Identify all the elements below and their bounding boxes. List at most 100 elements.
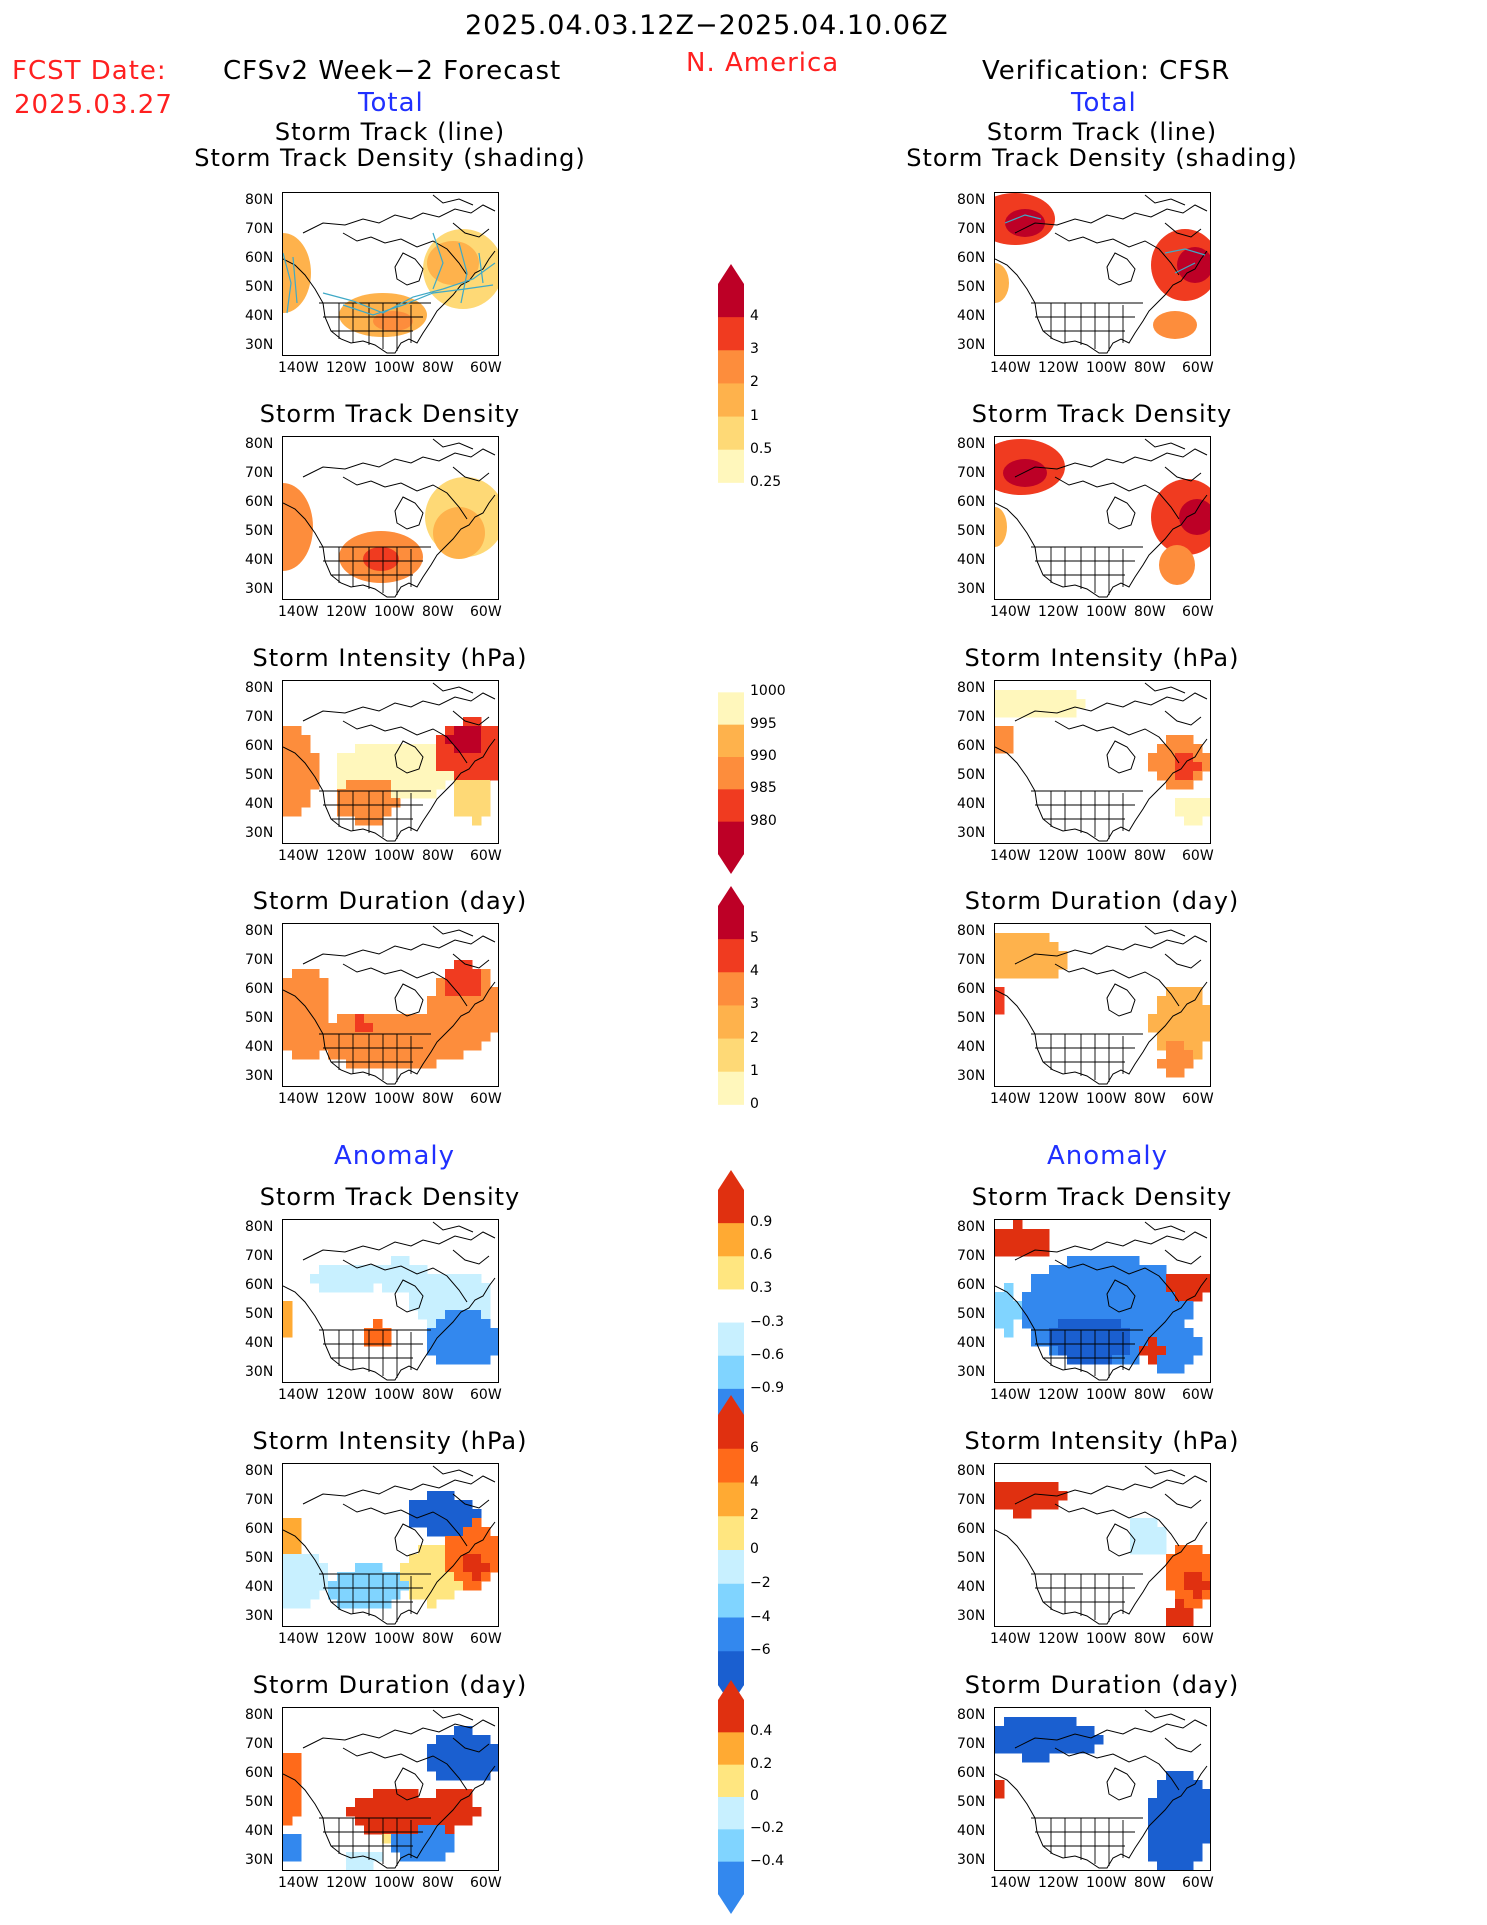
- shading-cell: [481, 1014, 491, 1024]
- shading-cell: [292, 1789, 302, 1799]
- shading-cell: [400, 1283, 410, 1293]
- lat-tick-label: 80N: [245, 1463, 274, 1479]
- lon-tick-label: 80W: [1134, 1875, 1166, 1891]
- shading-cell: [310, 1563, 320, 1573]
- lon-tick-label: 120W: [326, 848, 367, 864]
- shading-cell: [409, 789, 419, 799]
- shading-cell: [1058, 1717, 1068, 1727]
- shading-cell: [463, 1509, 473, 1519]
- shading-cell: [292, 1527, 302, 1537]
- shading-cell: [1004, 942, 1014, 952]
- shading-cell: [1175, 1292, 1185, 1302]
- colorbar-tick-label: 4: [750, 1473, 759, 1490]
- shading-cell: [1166, 1816, 1176, 1826]
- shading-cell: [1121, 1310, 1131, 1320]
- lon-tick-label: 100W: [1086, 848, 1127, 864]
- shading-cell: [409, 1825, 419, 1835]
- shading-cell: [1067, 699, 1077, 709]
- shading-cell: [1175, 1780, 1185, 1790]
- lat-tick-label: 50N: [245, 1550, 274, 1566]
- shading-cell: [995, 744, 1005, 754]
- shading-cell: [463, 762, 473, 772]
- shading-cell: [301, 969, 311, 979]
- shading-cell: [1022, 933, 1032, 943]
- shading-cell: [346, 1032, 356, 1042]
- shading-cell: [454, 996, 464, 1006]
- shading-cell: [1166, 1032, 1176, 1042]
- shading-cell: [310, 771, 320, 781]
- shading-cell: [1076, 1319, 1086, 1329]
- shading-cell: [373, 807, 383, 817]
- shading-cell: [427, 753, 437, 763]
- shading-cell: [1166, 987, 1176, 997]
- shading-cell: [1040, 690, 1050, 700]
- shading-cell: [445, 1023, 455, 1033]
- colorbar-top-arrow: [718, 640, 744, 660]
- colorbar-segment: [718, 482, 744, 517]
- shading-cell: [1058, 690, 1068, 700]
- shading-cell: [355, 816, 365, 826]
- shading-cell: [1157, 1852, 1167, 1862]
- shading-cell: [436, 1014, 446, 1024]
- shading-cell: [1184, 1590, 1194, 1600]
- shading-cell: [436, 753, 446, 763]
- lat-tick-label: 70N: [245, 1736, 274, 1752]
- shading-cell: [1004, 951, 1014, 961]
- shading-cell: [1076, 1292, 1086, 1302]
- shading-cell: [445, 1328, 455, 1338]
- shading-cell: [409, 1798, 419, 1808]
- shading-cell: [1121, 1283, 1131, 1293]
- shading-cell: [1184, 1310, 1194, 1320]
- colorbar-tick-label: 1: [750, 407, 759, 424]
- shading-cell: [409, 1032, 419, 1042]
- shading-cell: [337, 762, 347, 772]
- shading-cell: [1157, 1834, 1167, 1844]
- shading-cell: [1067, 1283, 1077, 1293]
- total-label-right: Total: [1071, 88, 1137, 118]
- shading-cell: [1175, 996, 1185, 1006]
- shading-cell: [1175, 1355, 1185, 1365]
- shading-cell: [1112, 1274, 1122, 1284]
- lat-tick-label: 80N: [957, 680, 986, 696]
- lat-tick-label: 70N: [957, 465, 986, 481]
- map-frame: [282, 680, 499, 844]
- shading-cell: [1139, 1346, 1149, 1356]
- shading-cell: [346, 780, 356, 790]
- shading-cell: [400, 1041, 410, 1051]
- shading-cell: [490, 1744, 498, 1754]
- shading-cell: [328, 1572, 338, 1582]
- shading-cell: [283, 753, 293, 763]
- shading-cell: [472, 1023, 482, 1033]
- shading-cell: [346, 1590, 356, 1600]
- panel-subtitle: Storm Track Density (shading): [906, 144, 1298, 172]
- lon-tick-label: 100W: [374, 848, 415, 864]
- shading-cell: [490, 996, 498, 1006]
- shading-cell: [1202, 1014, 1210, 1024]
- shading-cell: [472, 1005, 482, 1015]
- shading-cell: [1013, 960, 1023, 970]
- shading-cell: [1202, 1807, 1210, 1817]
- shading-cell: [427, 1834, 437, 1844]
- shading-cell: [1175, 1283, 1185, 1293]
- shading-cell: [463, 969, 473, 979]
- shading-cell: [382, 1590, 392, 1600]
- shading-cell: [1148, 1346, 1158, 1356]
- shading-cell: [1193, 1014, 1203, 1024]
- shading-cell: [346, 1563, 356, 1573]
- shading-cell: [346, 771, 356, 781]
- colorbar-tick-label: 990: [750, 748, 777, 764]
- shading-cell: [355, 1283, 365, 1293]
- shading-cell: [346, 1041, 356, 1051]
- shading-cell: [382, 1032, 392, 1042]
- shading-cell: [1022, 1726, 1032, 1736]
- shading-cell: [337, 1563, 347, 1573]
- colorbar-segment: [718, 284, 744, 318]
- colorbar-tick-label: 2: [750, 1507, 759, 1524]
- shading-cell: [454, 1301, 464, 1311]
- shading-cell: [409, 1023, 419, 1033]
- lat-tick-label: 40N: [245, 1335, 274, 1351]
- shading-cell: [1184, 753, 1194, 763]
- state-borders: [319, 1573, 431, 1622]
- shading-cell: [472, 1572, 482, 1582]
- shading-cell: [292, 987, 302, 997]
